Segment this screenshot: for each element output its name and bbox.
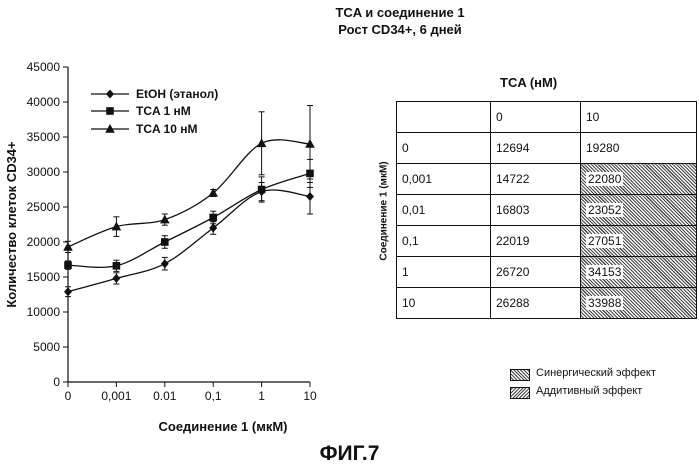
additive-swatch [510,387,530,399]
y-tick-label: 30000 [27,165,61,179]
data-point [160,214,170,224]
cell-tca-0: 26288 [490,287,581,319]
data-point [306,192,314,201]
table-header-row: 0 10 [396,101,697,133]
table-row: 1 26720 34153 [396,256,697,288]
x-axis-label: Соединение 1 (мкМ) [158,419,287,434]
table-row-header: Соединение 1 (мкМ) [378,161,390,261]
cell-tca-0: 16803 [490,194,581,226]
cell-tca-0: 22019 [490,225,581,257]
data-point [64,261,72,269]
legend-label: EtOH (этанол) [136,87,218,101]
y-axis-label: Количество клеток CD34+ [4,141,19,308]
table-cell-corner [396,101,491,133]
cell-tca-0: 12694 [490,132,581,164]
data-point [209,213,217,222]
cell-value: 23052 [586,203,624,217]
x-tick-label: 0,1 [205,389,222,403]
y-tick-label: 40000 [27,95,61,109]
series-line [67,189,311,293]
row-label: 1 [396,256,491,288]
y-tick-label: 20000 [27,235,61,249]
chart-title: TCA и соединение 1 [335,5,465,20]
y-tick-label: 10000 [27,305,61,319]
data-point [112,273,121,283]
legend-marker [106,107,114,115]
table-row: 10 26288 33988 [396,287,697,319]
additive-legend-label: Аддитивный эффект [536,385,643,397]
cell-tca-10: 19280 [580,132,697,164]
legend-marker [105,124,115,133]
cell-tca-10-synergistic: 33988 [580,287,697,319]
cell-value: 34153 [586,265,624,279]
cell-tca-0: 14722 [490,163,581,195]
row-label: 0 [396,132,491,164]
legend-label: TCA 1 нМ [136,104,191,118]
data-point [161,238,169,246]
row-label: 0,1 [396,225,491,257]
table-column-header: TCA (нМ) [500,75,558,90]
data-point [209,223,218,233]
data-point [160,259,169,269]
x-tick-label: 1 [258,389,265,403]
table-col-10: 10 [580,101,697,133]
y-tick-label: 45000 [27,60,61,74]
row-label: 0,001 [396,163,491,195]
data-point [63,241,73,251]
cell-value: 22080 [586,172,624,186]
x-tick-label: 0.01 [153,389,177,403]
table-col-0: 0 [490,101,581,133]
legend-marker [106,89,114,99]
chart-subtitle: Рост CD34+, 6 дней [338,22,462,37]
y-tick-label: 35000 [27,130,61,144]
cell-value: 27051 [586,234,624,248]
data-point [305,139,315,148]
synergistic-legend-label: Синергический эффект [536,367,656,379]
table-row: 0,01 16803 23052 [396,194,697,226]
row-label: 0,01 [396,194,491,226]
row-label: 10 [396,287,491,319]
cell-tca-0: 26720 [490,256,581,288]
table-row: 0,001 14722 22080 [396,163,697,195]
series-line [67,172,311,268]
table-row: 0,1 22019 27051 [396,225,697,257]
x-tick-label: 0 [65,389,72,403]
figure-label: ФИГ.7 [319,442,380,465]
results-table: 0 10 0 12694 19280 0,001 14722 22080 0,0… [396,101,697,319]
data-point [208,188,218,197]
legend-label: TCA 10 нМ [136,122,197,136]
data-point [64,287,72,297]
data-point [256,138,267,148]
x-tick-label: 0,001 [101,389,131,403]
cell-value: 33988 [586,296,624,310]
y-tick-label: 15000 [27,270,61,284]
series-line [67,139,311,248]
line-chart: 0 5000 10000 15000 20000 25000 30000 35000 40000… [4,60,317,434]
cell-tca-10-synergistic: 22080 [580,163,697,195]
table-row: 0 12694 19280 [396,132,697,164]
y-tick-label: 25000 [27,200,61,214]
data-point [111,221,122,231]
y-tick-label: 0 [53,375,60,389]
cell-tca-10-synergistic: 27051 [580,225,697,257]
x-tick-label: 10 [303,389,317,403]
y-tick-label: 5000 [33,340,60,354]
data-point [257,185,266,194]
data-point [112,262,121,270]
cell-tca-10-synergistic: 23052 [580,194,697,226]
synergistic-swatch [510,369,530,381]
cell-tca-10-synergistic: 34153 [580,256,697,288]
